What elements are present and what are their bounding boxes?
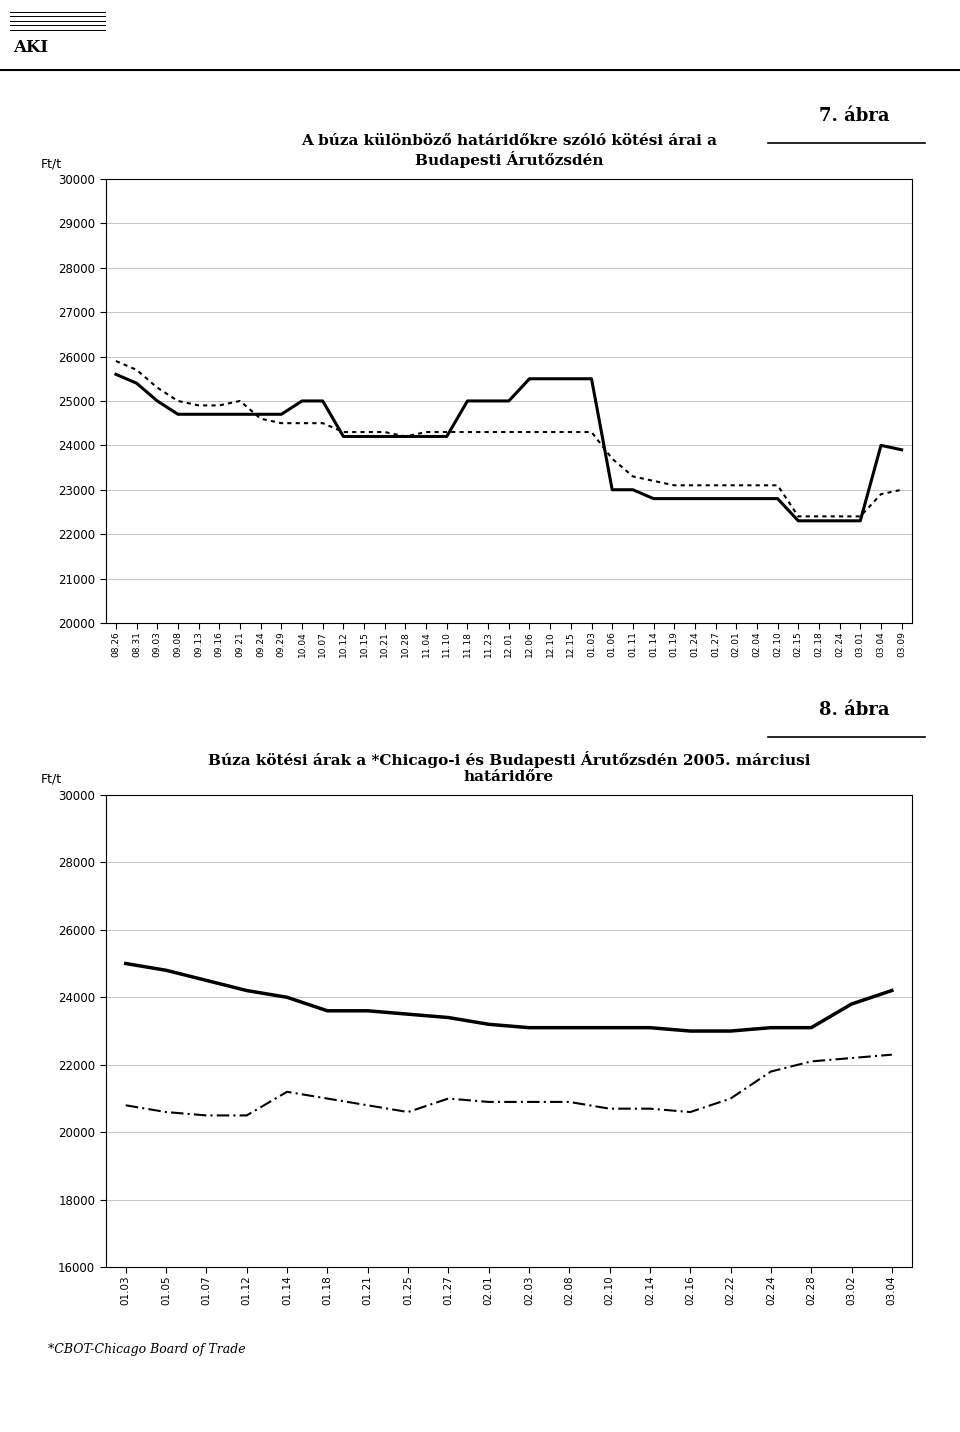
Text: Ft/t: Ft/t	[41, 158, 62, 170]
Text: jegyzetek ideje: jegyzetek ideje	[823, 845, 912, 858]
Title: A búza különböző határidőkre szóló kötési árai a
Budapesti Árutőzsdén: A búza különböző határidőkre szóló kötés…	[300, 135, 717, 168]
Legend: 2005. máj., 2005. aug.: 2005. máj., 2005. aug.	[153, 863, 435, 892]
Text: Ft/t: Ft/t	[41, 772, 62, 785]
Title: Búza kötési árak a *Chicago-i és Budapesti Árutőzsdén 2005. márciusi
határidőre: Búza kötési árak a *Chicago-i és Budapes…	[207, 750, 810, 783]
Text: *CBOT-Chicago Board of Trade: *CBOT-Chicago Board of Trade	[48, 1343, 246, 1356]
Text: 8. ábra: 8. ábra	[819, 702, 890, 719]
Text: 7. ábra: 7. ábra	[819, 107, 890, 125]
Text: AKI: AKI	[13, 39, 48, 56]
